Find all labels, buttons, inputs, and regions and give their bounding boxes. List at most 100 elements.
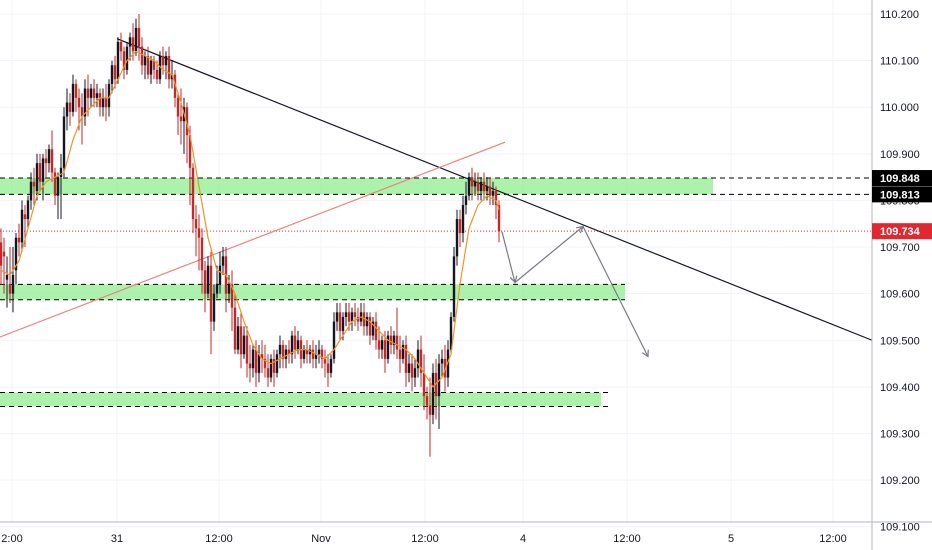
candle-down	[191, 167, 195, 220]
candle-down	[398, 349, 402, 359]
candle-down	[152, 60, 156, 70]
candle-up	[275, 354, 279, 373]
candle-up	[278, 344, 282, 355]
candle-up	[431, 372, 435, 415]
candle-down	[188, 135, 192, 168]
candle-down	[389, 335, 393, 345]
candle-down	[266, 368, 270, 378]
candle-down	[254, 349, 258, 373]
candle-up	[56, 177, 60, 196]
price-zone	[0, 392, 601, 407]
candle-down	[488, 186, 492, 196]
candle-up	[125, 46, 129, 70]
candle-down	[320, 349, 324, 359]
candle-down	[233, 307, 237, 350]
price-badge-label: 109.848	[880, 173, 920, 185]
candle-down	[305, 349, 309, 355]
moving-average-line	[0, 50, 500, 388]
projection-arrowhead	[509, 275, 518, 284]
candle-down	[92, 88, 96, 98]
candle-down	[200, 237, 204, 271]
candle-down	[131, 37, 135, 52]
candle-up	[467, 177, 471, 196]
candle-down	[353, 312, 357, 317]
candle-up	[461, 205, 465, 234]
candle-down	[326, 363, 330, 373]
candle-down	[368, 316, 372, 336]
candle-down	[17, 237, 21, 243]
candle-down	[68, 102, 72, 112]
candle-up	[464, 195, 468, 206]
candle-down	[293, 335, 297, 350]
candle-up	[143, 55, 147, 66]
price-badge	[872, 170, 932, 187]
descending-trendline	[116, 38, 873, 341]
candle-up	[218, 265, 222, 285]
candle-up	[101, 97, 105, 108]
candle-up	[269, 358, 273, 378]
candlesticks	[0, 13, 501, 457]
candle-down	[146, 55, 150, 75]
y-tick-label: 110.200	[880, 9, 919, 21]
candle-up	[95, 93, 99, 98]
candle-up	[416, 349, 420, 369]
candle-down	[239, 326, 243, 355]
candle-up	[455, 219, 459, 257]
x-tick-label: 2:00	[1, 533, 22, 545]
candle-down	[323, 358, 327, 364]
candle-down	[497, 205, 501, 232]
y-tick-label: 109.900	[880, 149, 920, 161]
candle-down	[197, 228, 201, 238]
candle-up	[251, 349, 255, 369]
candle-down	[470, 177, 474, 187]
candle-down	[425, 396, 429, 406]
candle-up	[215, 284, 219, 294]
x-tick-label: 4	[520, 533, 526, 545]
candle-down	[8, 284, 12, 294]
candle-up	[221, 256, 225, 266]
price-zone	[0, 178, 713, 195]
candle-down	[74, 83, 78, 98]
y-tick-label: 110.000	[880, 102, 919, 114]
support-resistance-zones	[0, 178, 713, 407]
candle-down	[230, 284, 234, 308]
candle-down	[383, 340, 387, 359]
candle-up	[341, 316, 345, 331]
candle-up	[329, 358, 333, 373]
candle-up	[392, 335, 396, 345]
candle-up	[452, 256, 456, 317]
y-tick-label: 109.100	[880, 522, 920, 534]
candle-up	[83, 88, 87, 117]
candle-down	[137, 27, 141, 47]
candle-down	[53, 172, 57, 196]
y-tick-label: 109.600	[880, 289, 920, 301]
candle-up	[302, 349, 306, 359]
y-tick-label: 109.700	[880, 242, 920, 254]
candle-up	[290, 335, 294, 355]
candle-down	[38, 163, 42, 182]
candle-down	[173, 74, 177, 98]
x-tick-label: 5	[728, 533, 734, 545]
candle-up	[491, 191, 495, 196]
y-tick-label: 109.500	[880, 335, 920, 347]
projection-arrowhead	[576, 225, 584, 234]
candle-down	[179, 116, 183, 122]
candle-up	[11, 275, 15, 294]
candle-down	[0, 242, 3, 266]
candle-down	[98, 93, 102, 108]
projection-arrows	[501, 225, 649, 358]
candle-down	[260, 354, 264, 359]
candle-up	[164, 55, 168, 66]
candle-down	[494, 191, 498, 206]
candle-down	[377, 340, 381, 350]
candle-up	[89, 88, 93, 98]
candle-down	[347, 312, 351, 322]
candle-up	[71, 83, 75, 112]
dashed-levels	[0, 177, 872, 407]
candle-down	[338, 312, 342, 331]
price-badge-label: 109.734	[880, 226, 921, 238]
